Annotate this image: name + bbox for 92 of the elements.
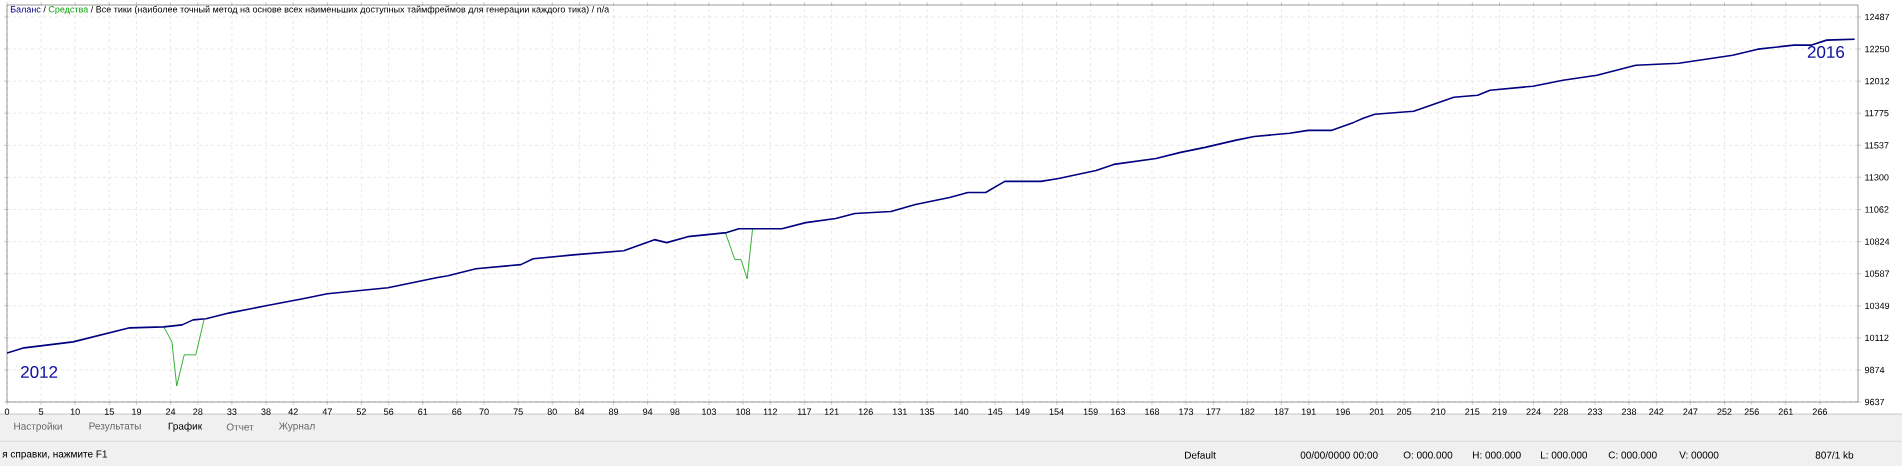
y-tick-label: 12487 — [1865, 13, 1890, 21]
y-tick-label: 10349 — [1865, 302, 1890, 310]
text: L: 000.000 — [1541, 451, 1588, 459]
x-tick-label: 61 — [418, 408, 428, 415]
x-tick-label: 205 — [1397, 408, 1412, 415]
y-tick-label: 11775 — [1865, 110, 1889, 117]
x-tick-label: 108 — [736, 408, 751, 415]
x-tick-label: 256 — [1744, 408, 1759, 415]
x-tick-label: 145 — [988, 408, 1003, 415]
x-tick-label: 0 — [4, 408, 10, 415]
x-tick-label: 215 — [1465, 408, 1480, 415]
x-tick-label: 75 — [513, 408, 523, 415]
y-tick-label: 10112 — [1865, 334, 1889, 342]
y-tick-label: 12012 — [1865, 77, 1890, 85]
y-tick-label: 12250 — [1865, 45, 1890, 53]
x-tick-label: 210 — [1431, 408, 1446, 415]
line-series — [7, 38, 1856, 354]
x-tick-label: 19 — [132, 408, 142, 415]
x-tick-label: 173 — [1179, 408, 1194, 415]
text: Отчет — [226, 423, 254, 431]
y-tick-label: 9874 — [1864, 366, 1885, 374]
text: Средства — [48, 6, 89, 15]
x-tick-label: 261 — [1778, 408, 1793, 415]
y-tick-label: 11062 — [1865, 206, 1889, 213]
text: Результаты — [89, 422, 141, 432]
x-tick-label: 15 — [104, 408, 114, 415]
x-tick-label: 66 — [452, 408, 462, 415]
x-tick-label: 5 — [38, 408, 44, 415]
y-tick-label: 11300 — [1865, 174, 1889, 181]
x-tick-label: 131 — [892, 408, 907, 415]
text: C: 000.000 — [1608, 451, 1657, 459]
x-tick-label: 126 — [858, 408, 873, 415]
x-tick-label: 238 — [1621, 408, 1637, 415]
x-tick-label: 233 — [1587, 408, 1603, 415]
x-tick-label: 187 — [1274, 408, 1289, 415]
x-tick-label: 266 — [1812, 408, 1827, 415]
annotation: / — [43, 5, 46, 13]
x-tick-label: 228 — [1553, 408, 1568, 415]
x-tick-label: 121 — [824, 408, 839, 415]
y-tick-label: 11537 — [1865, 142, 1889, 149]
y-tick-label: 10824 — [1865, 238, 1890, 245]
x-tick-label: 224 — [1526, 408, 1541, 415]
text: 00/00/0000 00:00 — [1300, 451, 1378, 459]
x-tick-label: 89 — [608, 408, 619, 415]
text: V: 00000 — [1679, 451, 1719, 459]
x-tick-label: 182 — [1240, 408, 1255, 415]
x-tick-label: 191 — [1301, 408, 1316, 415]
x-tick-label: 24 — [166, 408, 176, 415]
text: Баланс — [10, 6, 41, 13]
annotation: 2016 — [1807, 45, 1845, 59]
annotation: 2012 — [21, 365, 58, 379]
chart-title: / Все тики (наиболее точный метод на основе всех наименьших доступных таймфреймов для генерации каждого тика) / n/a — [90, 5, 610, 15]
x-tick-label: 33 — [227, 408, 237, 415]
x-tick-label: 84 — [574, 408, 585, 415]
x-tick-label: 247 — [1683, 408, 1698, 415]
text: Default — [1185, 451, 1216, 459]
x-tick-label: 219 — [1492, 408, 1507, 415]
text: O: 000.000 — [1403, 451, 1453, 459]
y-tick-label: 9637 — [1864, 398, 1885, 406]
text: График — [168, 422, 203, 432]
x-tick-label: 38 — [261, 408, 271, 415]
text: я справки, нажмите F1 — [2, 450, 108, 460]
text: Настройки — [14, 422, 62, 432]
x-tick-label: 52 — [356, 408, 366, 415]
x-tick-label: 117 — [797, 408, 812, 415]
x-tick-label: 70 — [479, 408, 489, 415]
x-tick-label: 242 — [1649, 408, 1664, 415]
x-tick-label: 112 — [763, 408, 778, 415]
x-tick-label: 80 — [547, 408, 557, 415]
text: H: 000.000 — [1473, 451, 1521, 459]
x-tick-label: 28 — [193, 408, 203, 415]
x-tick-label: 177 — [1206, 408, 1221, 415]
x-tick-label: 10 — [70, 408, 80, 415]
x-tick-label: 154 — [1049, 408, 1064, 415]
x-tick-label: 163 — [1111, 408, 1125, 415]
x-tick-label: 149 — [1015, 408, 1030, 415]
x-tick-label: 201 — [1369, 408, 1384, 415]
x-tick-label: 56 — [384, 408, 394, 415]
x-tick-label: 94 — [643, 408, 653, 415]
x-tick-label: 140 — [954, 408, 969, 415]
x-tick-label: 159 — [1083, 408, 1098, 415]
x-tick-label: 196 — [1335, 408, 1350, 415]
x-tick-label: 47 — [322, 408, 332, 415]
y-tick-label: 10587 — [1865, 270, 1890, 277]
x-tick-label: 98 — [670, 408, 680, 415]
x-tick-label: 135 — [920, 408, 935, 415]
text: Журнал — [278, 422, 315, 432]
x-tick-label: 252 — [1717, 408, 1732, 415]
x-tick-label: 103 — [702, 408, 717, 415]
x-tick-label: 168 — [1145, 408, 1160, 415]
text: 807/1 kb — [1815, 451, 1854, 459]
x-tick-label: 42 — [288, 408, 298, 415]
